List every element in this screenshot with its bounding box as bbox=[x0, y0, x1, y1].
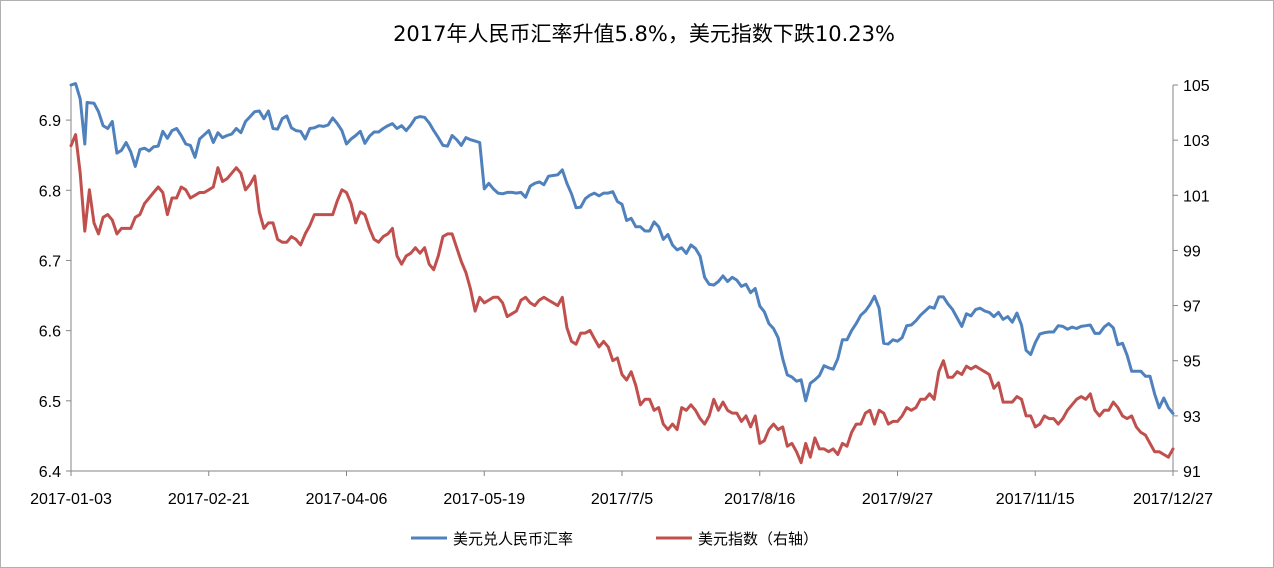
left-y-tick-label: 6.9 bbox=[39, 113, 61, 130]
x-tick-label: 2017-04-06 bbox=[306, 491, 388, 508]
left-y-tick-label: 6.6 bbox=[39, 324, 61, 341]
legend: 美元兑人民币汇率 美元指数（右轴） bbox=[411, 530, 818, 548]
right-y-tick-label: 101 bbox=[1183, 188, 1210, 205]
right-y-tick-label: 91 bbox=[1183, 464, 1201, 481]
series-line-usdcny bbox=[69, 82, 1175, 415]
right-y-tick-label: 105 bbox=[1183, 78, 1210, 95]
right-y-tick-label: 99 bbox=[1183, 243, 1201, 260]
right-y-tick-label: 97 bbox=[1183, 299, 1201, 316]
left-y-tick-label: 6.7 bbox=[39, 253, 61, 270]
x-tick-label: 2017/7/5 bbox=[591, 491, 653, 508]
legend-label: 美元兑人民币汇率 bbox=[453, 530, 573, 548]
left-y-tick-label: 6.8 bbox=[39, 183, 61, 200]
right-y-tick-label: 93 bbox=[1183, 409, 1201, 426]
x-tick-label: 2017-01-03 bbox=[30, 491, 112, 508]
chart-title: 2017年人民币汇率升值5.8%，美元指数下跌10.23% bbox=[393, 22, 895, 46]
right-y-tick-label: 103 bbox=[1183, 133, 1210, 150]
x-tick-label: 2017-05-19 bbox=[443, 491, 525, 508]
legend-label: 美元指数（右轴） bbox=[698, 530, 818, 548]
x-tick-label: 2017/8/16 bbox=[724, 491, 795, 508]
left-y-tick-label: 6.4 bbox=[39, 464, 61, 481]
series-line-dollar-index bbox=[69, 133, 1175, 465]
x-tick-label: 2017/9/27 bbox=[862, 491, 933, 508]
series-layer bbox=[69, 82, 1175, 465]
axes: 6.4 6.5 6.6 6.7 6.8 6.9 91 93 95 97 99 101 103 105 201… bbox=[30, 78, 1213, 508]
x-tick-label: 2017/11/15 bbox=[996, 491, 1075, 508]
left-y-tick-label: 6.5 bbox=[39, 394, 61, 411]
x-tick-label: 2017/12/27 bbox=[1133, 491, 1213, 508]
x-tick-label: 2017-02-21 bbox=[168, 491, 250, 508]
right-y-tick-label: 95 bbox=[1183, 354, 1201, 371]
